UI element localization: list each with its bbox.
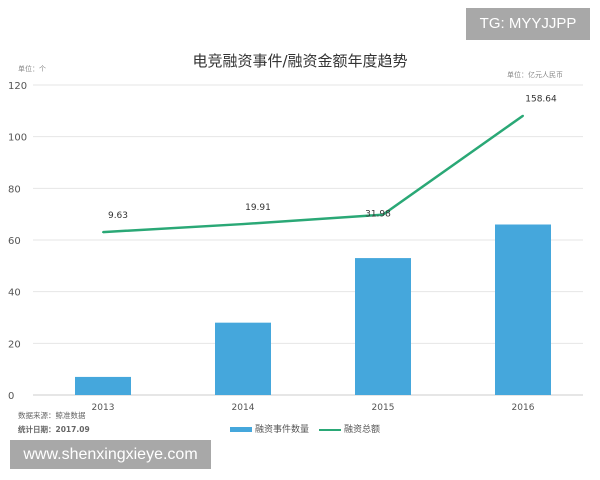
y-tick-label: 40: [8, 288, 21, 299]
data-source: 数据来源：鲸准数据: [18, 411, 86, 420]
y-tick-label: 120: [8, 81, 27, 92]
bar: [355, 258, 411, 395]
data-label: 158.64: [525, 95, 557, 105]
y-tick-label: 100: [8, 133, 27, 144]
legend-line-label: 融资总额: [344, 425, 381, 435]
left-unit: 单位：个: [18, 65, 46, 73]
data-label: 19.91: [245, 203, 271, 213]
data-label: 9.63: [108, 211, 128, 221]
y-tick-label: 60: [8, 236, 21, 247]
stat-date: 统计日期：2017.09: [18, 425, 90, 434]
bar-swatch-icon: [230, 427, 252, 432]
legend-bar-label: 融资事件数量: [255, 425, 310, 435]
legend: 融资事件数量 融资总额: [230, 422, 380, 435]
line-point: [102, 231, 104, 234]
line-point: [382, 213, 384, 216]
legend-line: 融资总额: [319, 422, 380, 435]
y-tick-label: 0: [8, 391, 14, 402]
x-tick-label: 2015: [372, 403, 395, 413]
right-unit: 单位：亿元人民币: [507, 71, 563, 79]
url-watermark: www.shenxingxieye.com: [10, 440, 211, 469]
x-tick-label: 2016: [512, 403, 535, 413]
bar: [75, 376, 131, 395]
line-point: [522, 114, 524, 117]
line-point: [242, 223, 244, 226]
chart-title: 电竞融资事件/融资金额年度趋势: [192, 52, 408, 70]
legend-bar: 融资事件数量: [230, 422, 309, 435]
data-label: 31.98: [365, 210, 391, 220]
series-line: [102, 114, 524, 234]
x-tick-label: 2014: [232, 403, 255, 413]
tg-watermark: TG: MYYJJPP: [466, 8, 590, 40]
bar: [215, 322, 271, 395]
line-swatch-icon: [319, 428, 342, 431]
x-tick-label: 2013: [92, 403, 115, 413]
y-tick-label: 80: [8, 184, 21, 195]
y-tick-label: 20: [8, 339, 21, 350]
bar: [495, 224, 551, 395]
